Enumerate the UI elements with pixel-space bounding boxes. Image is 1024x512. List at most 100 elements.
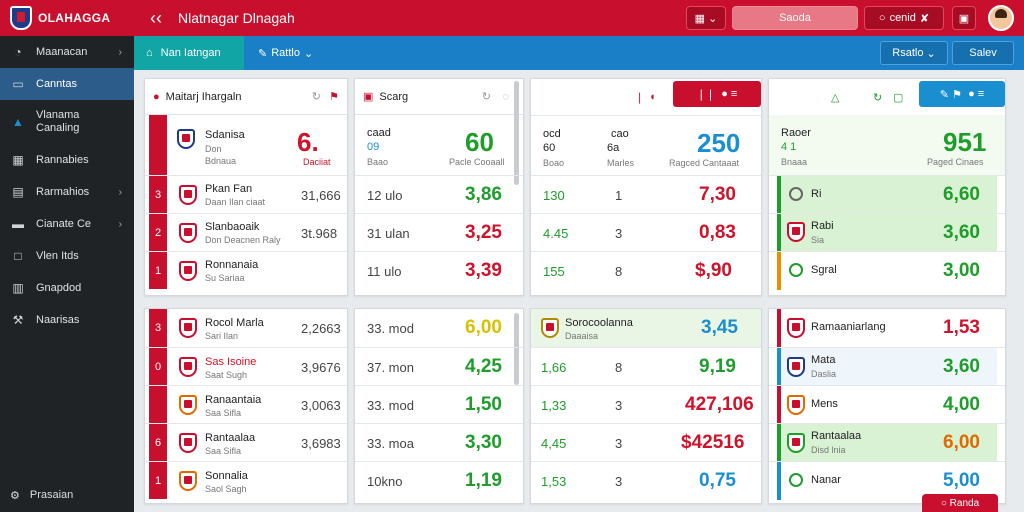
scrollbar[interactable] bbox=[514, 313, 519, 385]
panel-stats: 33. mod 6,00 37. mon 4,25 33. mod 1,50 3… bbox=[354, 308, 524, 504]
featured-value: 6. bbox=[297, 127, 319, 157]
pin-icon[interactable]: ▢ bbox=[893, 91, 904, 104]
table-row[interactable]: 1 Ronnanaia Su Sariaa bbox=[145, 251, 347, 289]
sidebar-footer[interactable]: ⚙ Prasaian bbox=[0, 480, 134, 510]
table-row[interactable]: Rantaalaa Disd lnia 6,00 bbox=[769, 423, 1005, 462]
table-row[interactable]: 31 ulan 3,25 bbox=[355, 213, 523, 251]
avatar[interactable] bbox=[988, 5, 1014, 31]
sidebar-item-vlanama[interactable]: ▲ Vlanama Canaling bbox=[0, 100, 134, 144]
table-row[interactable]: 4,45 3 $42516 bbox=[531, 423, 761, 461]
team-sub: Saa Sifla bbox=[205, 446, 242, 456]
row-label: 12 ulo bbox=[367, 188, 403, 203]
table-row[interactable]: 6 Rantaalaa Saa Sifla 3,6983 bbox=[145, 423, 347, 461]
team-name: Mata bbox=[811, 354, 836, 366]
tab-main[interactable]: ⌂ Nan Iatngan bbox=[134, 36, 244, 70]
featured-row[interactable]: Raoer 4 1 Bnaaa 951 Paged Cinaes bbox=[769, 115, 1005, 175]
row-value: 2,2663 bbox=[301, 321, 341, 336]
table-row[interactable]: 37. mon 4,25 bbox=[355, 347, 523, 385]
team-name: Slanbaoaik bbox=[205, 221, 260, 233]
clipboard-icon[interactable]: ▣ bbox=[952, 6, 976, 30]
row-value: 3,6983 bbox=[301, 436, 341, 451]
pin-icon[interactable]: ◌ bbox=[502, 90, 509, 103]
display-icon: □ bbox=[14, 249, 22, 263]
select-button[interactable]: Salev bbox=[952, 41, 1014, 65]
brand-logo[interactable]: OLAHAGGA bbox=[0, 0, 134, 36]
sidebar-item-cianate[interactable]: ▬ Cianate Ce › bbox=[0, 208, 134, 240]
chevron-down-icon: ⌄ bbox=[303, 47, 314, 60]
featured-row[interactable]: caad 09 Baao 60 Pacle Cooaall bbox=[355, 115, 523, 175]
arrow-left-icon[interactable]: ‹‹ bbox=[150, 7, 162, 28]
table-row[interactable]: Sgral 3,00 bbox=[769, 251, 1005, 290]
live-toggle[interactable]: ❘❘ ● ≡ bbox=[673, 81, 761, 107]
refresh-icon[interactable]: ↻ bbox=[481, 91, 491, 103]
table-row[interactable]: 1,53 3 0,75 bbox=[531, 461, 761, 499]
filter-dropdown-button[interactable]: Rsatlo ⌄ bbox=[880, 41, 948, 65]
table-row[interactable]: 1,66 8 9,19 bbox=[531, 347, 761, 385]
table-row[interactable]: 12 ulo 3,86 bbox=[355, 175, 523, 213]
team-name: Rocol Marla bbox=[205, 317, 264, 329]
flag-icon[interactable]: ⚑ bbox=[329, 91, 339, 103]
label: Boao bbox=[543, 158, 565, 168]
sidebar-item-maanacan[interactable]: ◔ Maanacan › bbox=[0, 36, 134, 68]
table-row[interactable]: 1 Sonnalia Saol Sagh bbox=[145, 461, 347, 499]
top-bar: OLAHAGGA ‹‹ Nlatnagar Dlnagah ▦ ⌄ Saoda … bbox=[0, 0, 1024, 36]
row-label: 33. mod bbox=[367, 321, 414, 336]
corner-button[interactable]: ○ Randa bbox=[922, 494, 998, 512]
flag-icon[interactable]: ◖ bbox=[649, 91, 656, 103]
table-row[interactable]: Nanar 5,00 bbox=[769, 461, 1005, 500]
sidebar-item-gnapdod[interactable]: ▥ Gnapdod bbox=[0, 272, 134, 304]
sidebar-item-vlen-itds[interactable]: □ Vlen Itds bbox=[0, 240, 134, 272]
sidebar-item-canntas[interactable]: ▭ Canntas bbox=[0, 68, 134, 100]
action-button[interactable]: ○ cenid ✘ bbox=[864, 6, 944, 30]
table-row[interactable]: 3 Rocol Marla Sari Ilan 2,2663 bbox=[145, 309, 347, 347]
tab-rattlo[interactable]: ✎ Rattlo ⌄ bbox=[258, 47, 313, 60]
table-row[interactable]: Rabi Sia 3,60 bbox=[769, 213, 1005, 252]
sidebar-item-rarmahios[interactable]: ▤ Rarmahios › bbox=[0, 176, 134, 208]
search-button[interactable]: Saoda bbox=[732, 6, 858, 30]
row-label: 1,33 bbox=[541, 398, 567, 413]
table-row[interactable]: 155 8 $,90 bbox=[531, 251, 761, 289]
featured-row[interactable]: Sorocoolanna Daaaisa 3,45 bbox=[531, 309, 761, 347]
featured-row[interactable]: Sdanisa Don Bdnaua 6. Daciiat bbox=[145, 115, 347, 175]
featured-row[interactable]: ocd 60 Boao cao 6a Marles 250 Ragced Can… bbox=[531, 115, 761, 175]
dashboard-icon: ▤ bbox=[12, 185, 24, 199]
row-value: 3,45 bbox=[701, 317, 738, 338]
table-row[interactable]: Mata Daslia 3,60 bbox=[769, 347, 1005, 386]
circle-icon: ○ bbox=[878, 12, 886, 24]
tab-label: Nan Iatngan bbox=[160, 47, 221, 59]
refresh-icon[interactable]: ↻ bbox=[873, 91, 883, 104]
table-row[interactable]: 10kno 1,19 bbox=[355, 461, 523, 499]
table-row[interactable]: 2 Slanbaoaik Don Deacnen Raly 3t.968 bbox=[145, 213, 347, 251]
refresh-icon[interactable]: ↻ bbox=[311, 91, 321, 103]
drop-icon: ▲ bbox=[12, 114, 24, 129]
table-row[interactable]: 130 1 7,30 bbox=[531, 175, 761, 213]
table-row[interactable]: 33. mod 1,50 bbox=[355, 385, 523, 423]
toggle-dot-icon: ● bbox=[968, 88, 975, 100]
scrollbar[interactable] bbox=[514, 81, 519, 185]
sidebar-footer-label: Prasaian bbox=[29, 489, 74, 501]
row-highlight bbox=[781, 424, 997, 462]
filter-label: Rsatlo bbox=[892, 47, 924, 59]
table-row[interactable]: 33. moa 3,30 bbox=[355, 423, 523, 461]
table-row[interactable]: Ramaaniarlang 1,53 bbox=[769, 309, 1005, 347]
table-row[interactable]: 0 Sas Isoine Saat Sugh 3,9676 bbox=[145, 347, 347, 385]
table-row[interactable]: 4.45 3 0,83 bbox=[531, 213, 761, 251]
calendar-dropdown-button[interactable]: ▦ ⌄ bbox=[686, 6, 726, 30]
table-row[interactable]: 11 ulo 3,39 bbox=[355, 251, 523, 289]
toggle-dot-icon: ● bbox=[721, 88, 728, 100]
label: 09 bbox=[367, 141, 380, 153]
status-bar bbox=[777, 386, 781, 424]
home-icon: ⌂ bbox=[146, 47, 153, 59]
sidebar-item-rannabies[interactable]: ▦ Rannabies bbox=[0, 144, 134, 176]
rank-badge: 0 bbox=[149, 348, 167, 385]
sidebar-item-naarisas[interactable]: ⚒ Naarisas bbox=[0, 304, 134, 336]
table-row[interactable]: 3 Pkan Fan Daan Ilan ciaat 31,666 bbox=[145, 175, 347, 213]
team-crest-icon bbox=[541, 318, 559, 338]
table-row[interactable]: 33. mod 6,00 bbox=[355, 309, 523, 347]
select-label: Salev bbox=[969, 47, 997, 59]
table-row[interactable]: Mens 4,00 bbox=[769, 385, 1005, 424]
table-row[interactable]: Ranaantaia Saa Sifla 3,0063 bbox=[145, 385, 347, 423]
table-row[interactable]: Ri 6,60 bbox=[769, 175, 1005, 214]
stream-toggle[interactable]: ✎ ⚑ ● ≡ bbox=[919, 81, 1005, 107]
table-row[interactable]: 1,33 3 427,106 bbox=[531, 385, 761, 423]
